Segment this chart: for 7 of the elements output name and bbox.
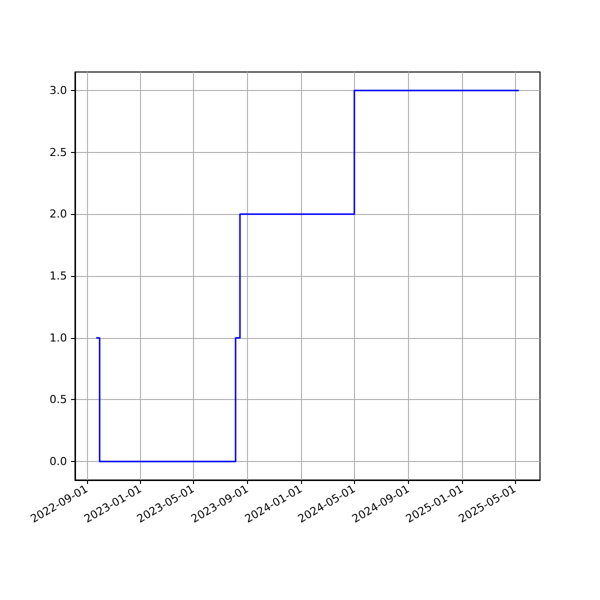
y-tick-label: 0.5 bbox=[50, 393, 67, 406]
y-tick-label: 1.5 bbox=[50, 270, 67, 282]
y-tick-label: 0.0 bbox=[50, 454, 67, 468]
y-tick-label: 2.5 bbox=[50, 146, 67, 159]
y-tick-label: 1.0 bbox=[50, 331, 67, 344]
y-tick-label: 3.0 bbox=[50, 84, 67, 98]
y-tick-label: 2.0 bbox=[50, 208, 67, 221]
